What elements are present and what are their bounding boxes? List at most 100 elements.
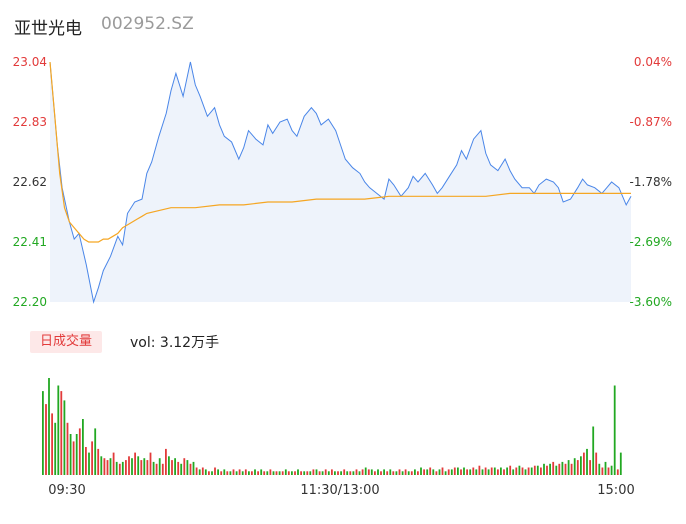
volume-bar — [546, 465, 548, 475]
volume-bar — [512, 469, 515, 475]
volume-bar — [294, 471, 296, 475]
volume-bar — [361, 469, 364, 475]
volume-bar — [186, 460, 189, 475]
volume-bar — [417, 471, 419, 475]
volume-bar — [94, 428, 97, 475]
volume-bar — [183, 458, 186, 475]
volume-bar — [275, 471, 278, 475]
volume-bar — [564, 463, 567, 475]
volume-bar — [232, 469, 235, 475]
volume-bar — [109, 458, 112, 475]
volume-bar — [254, 469, 256, 475]
volume-bar — [401, 471, 404, 475]
volume-bar — [260, 469, 263, 475]
price-tick-label: 22.83 — [13, 115, 47, 129]
volume-bar — [174, 458, 176, 475]
volume-bar — [429, 467, 432, 475]
volume-bar — [414, 469, 416, 475]
volume-bar — [478, 465, 481, 475]
volume-bar — [327, 471, 330, 475]
volume-tab[interactable]: 日成交量 — [30, 331, 103, 353]
volume-bar — [450, 469, 453, 475]
volume-bar — [45, 404, 47, 475]
percent-tick-label: 0.04% — [634, 55, 672, 69]
volume-bar — [82, 419, 84, 475]
volume-bar — [487, 469, 490, 475]
volume-bar — [269, 469, 272, 475]
volume-bar — [48, 378, 50, 475]
volume-bar — [383, 469, 385, 475]
volume-bar — [208, 471, 210, 475]
volume-bar — [195, 467, 198, 475]
volume-bar — [128, 456, 130, 475]
volume-bar — [518, 465, 521, 475]
stock-name: 亚世光电 — [14, 19, 82, 39]
volume-bar — [367, 469, 370, 475]
volume-bar — [377, 469, 379, 475]
volume-bar — [137, 456, 140, 475]
volume-bar — [165, 448, 167, 475]
volume-bar — [500, 467, 502, 475]
volume-bar — [343, 469, 346, 475]
volume-bar — [555, 465, 558, 475]
volume-bar — [460, 469, 462, 475]
time-axis-label: 11:30/13:00 — [300, 483, 379, 498]
volume-bar — [407, 471, 410, 475]
volume-bar — [481, 469, 484, 475]
volume-bar — [426, 469, 429, 475]
volume-bar — [189, 463, 192, 475]
volume-bar — [91, 441, 93, 475]
volume-bar — [312, 469, 315, 475]
volume-bar — [561, 461, 564, 475]
price-area — [50, 62, 631, 302]
volume-bar — [410, 471, 413, 475]
volume-bar — [161, 463, 164, 475]
volume-bar — [75, 434, 78, 475]
volume-bar — [583, 452, 585, 475]
volume-bar — [66, 422, 69, 475]
volume-bar — [420, 467, 422, 475]
volume-bar — [60, 391, 63, 475]
volume-bar — [251, 471, 253, 475]
volume-bar — [51, 413, 53, 475]
percent-tick-label: -2.69% — [630, 235, 672, 249]
volume-bar — [349, 471, 352, 475]
volume-bar — [370, 469, 373, 475]
volume-bar — [549, 463, 551, 475]
volume-bar — [118, 463, 121, 475]
volume-bar — [155, 463, 158, 475]
volume-bar — [211, 471, 213, 475]
volume-bar — [214, 467, 216, 475]
volume-bar — [235, 471, 238, 475]
time-axis-label: 15:00 — [597, 483, 634, 498]
volume-bar — [570, 463, 573, 475]
volume-bar — [121, 461, 124, 475]
volume-bar — [586, 448, 588, 475]
volume-bar — [204, 469, 207, 475]
volume-bar — [300, 471, 302, 475]
volume-bar — [248, 471, 250, 475]
volume-bar — [272, 471, 275, 475]
volume-bar — [472, 467, 475, 475]
volume-bar — [168, 456, 170, 475]
volume-bar — [364, 467, 367, 475]
volume-bar — [321, 471, 324, 475]
volume-bar — [543, 463, 545, 475]
volume-bar — [355, 469, 358, 475]
volume-bar — [103, 458, 106, 475]
volume-bar — [573, 458, 576, 475]
volume-bar — [576, 460, 579, 475]
volume-bar — [303, 471, 306, 475]
volume-bar — [315, 469, 318, 475]
volume-bar — [177, 461, 180, 475]
volume-bar — [580, 456, 582, 475]
volume-bar — [527, 467, 530, 475]
volume-bar — [297, 469, 299, 475]
volume-bar — [281, 471, 284, 475]
volume-bar — [380, 471, 382, 475]
volume-bar — [143, 458, 146, 475]
average-line — [49, 61, 631, 243]
volume-bar — [601, 467, 604, 475]
volume-bar — [241, 471, 244, 475]
volume-bar — [97, 448, 100, 475]
